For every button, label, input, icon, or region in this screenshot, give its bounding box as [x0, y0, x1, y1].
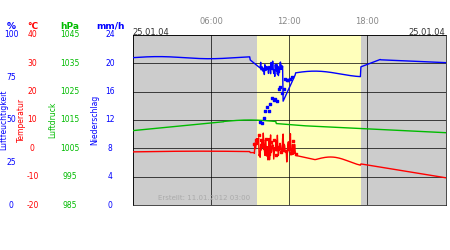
Text: Erstellt: 11.01.2012 03:00: Erstellt: 11.01.2012 03:00 — [158, 195, 251, 201]
Text: 985: 985 — [63, 200, 77, 209]
Text: °C: °C — [27, 22, 38, 31]
Point — [283, 78, 290, 82]
Point — [285, 147, 292, 151]
Point — [272, 152, 279, 156]
Text: mm/h: mm/h — [96, 22, 125, 31]
Point — [268, 96, 275, 100]
Text: 0: 0 — [9, 200, 14, 209]
Point — [263, 137, 270, 141]
Text: 12: 12 — [105, 116, 115, 124]
Text: 1005: 1005 — [60, 144, 80, 153]
Bar — [256, 35, 361, 205]
Text: 4: 4 — [108, 172, 112, 181]
Point — [273, 99, 280, 103]
Text: 75: 75 — [6, 73, 16, 82]
Point — [260, 116, 267, 120]
Point — [262, 109, 269, 113]
Text: 25: 25 — [6, 158, 16, 167]
Text: 25.01.04: 25.01.04 — [409, 28, 446, 37]
Text: Niederschlag: Niederschlag — [90, 95, 99, 145]
Point — [267, 102, 274, 106]
Point — [285, 78, 292, 82]
Point — [282, 77, 289, 81]
Text: -10: -10 — [26, 172, 39, 181]
Text: 100: 100 — [4, 30, 18, 40]
Text: 20: 20 — [27, 87, 37, 96]
Text: 12:00: 12:00 — [277, 17, 301, 26]
Text: 1015: 1015 — [60, 116, 79, 124]
Point — [250, 142, 257, 146]
Point — [270, 138, 277, 142]
Text: 1045: 1045 — [60, 30, 80, 40]
Point — [272, 97, 279, 101]
Point — [280, 148, 287, 152]
Text: %: % — [7, 22, 16, 31]
Text: hPa: hPa — [60, 22, 79, 31]
Point — [258, 121, 265, 125]
Text: 1025: 1025 — [60, 87, 79, 96]
Text: -20: -20 — [26, 200, 39, 209]
Point — [282, 148, 289, 152]
Point — [253, 138, 260, 142]
Point — [287, 78, 294, 82]
Point — [265, 109, 272, 113]
Text: 25.01.04: 25.01.04 — [133, 28, 170, 37]
Point — [275, 145, 282, 149]
Text: 30: 30 — [27, 59, 37, 68]
Point — [258, 138, 265, 141]
Point — [255, 133, 262, 137]
Point — [277, 85, 284, 89]
Text: 16: 16 — [105, 87, 115, 96]
Point — [265, 152, 272, 156]
Text: 10: 10 — [27, 116, 37, 124]
Point — [267, 140, 274, 144]
Text: 995: 995 — [63, 172, 77, 181]
Point — [290, 139, 297, 143]
Text: 50: 50 — [6, 116, 16, 124]
Text: 0: 0 — [108, 200, 112, 209]
Point — [275, 87, 282, 91]
Text: 06:00: 06:00 — [199, 17, 223, 26]
Text: 40: 40 — [27, 30, 37, 40]
Text: 18:00: 18:00 — [356, 17, 379, 26]
Text: Luftfeuchtigkeit: Luftfeuchtigkeit — [0, 90, 8, 150]
Text: 0: 0 — [30, 144, 35, 153]
Point — [278, 90, 285, 94]
Point — [270, 98, 277, 102]
Point — [292, 152, 299, 156]
Point — [277, 150, 284, 154]
Text: 24: 24 — [105, 30, 115, 40]
Point — [287, 150, 294, 154]
Text: 20: 20 — [105, 59, 115, 68]
Text: 8: 8 — [108, 144, 112, 153]
Point — [260, 146, 267, 150]
Text: Temperatur: Temperatur — [17, 98, 26, 142]
Text: 1035: 1035 — [60, 59, 80, 68]
Text: Luftdruck: Luftdruck — [49, 102, 58, 138]
Point — [263, 105, 270, 109]
Point — [288, 76, 295, 80]
Point — [280, 87, 287, 91]
Point — [257, 120, 264, 124]
